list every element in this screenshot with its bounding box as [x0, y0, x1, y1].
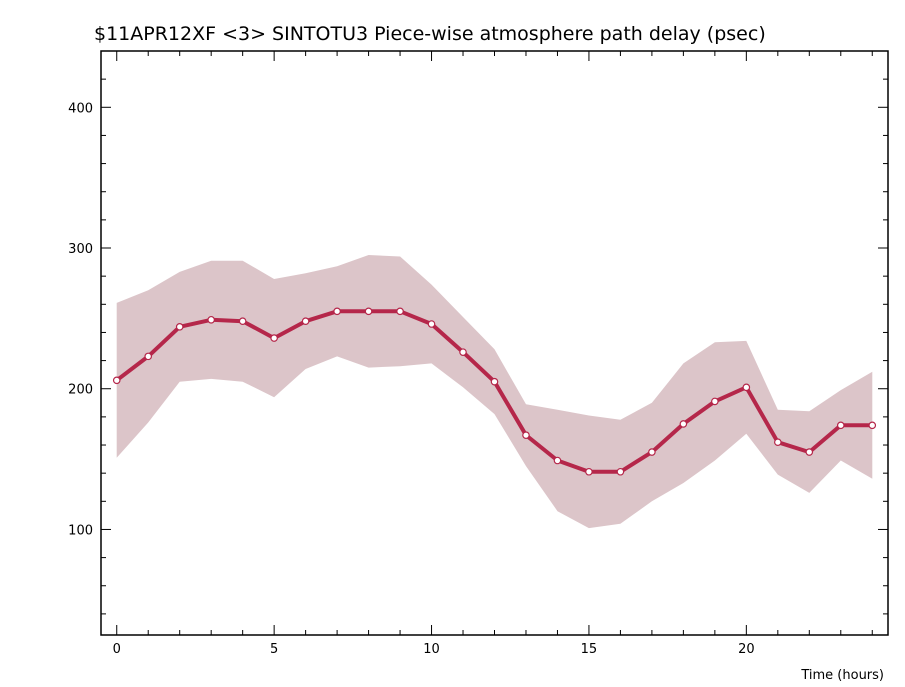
axis-ticks [101, 50, 888, 635]
data-point [238, 317, 247, 325]
data-point [742, 383, 751, 392]
error-band [116, 255, 873, 529]
data-point [112, 376, 121, 385]
data-point [144, 352, 153, 361]
data-point [333, 307, 341, 316]
series-markers [112, 307, 877, 476]
data-point [679, 420, 688, 428]
y-tick-label: 200 [68, 383, 93, 398]
data-point [522, 431, 530, 439]
chart-title: $11APR12XF <3> SINTOTU3 Piece-wise atmos… [94, 23, 766, 45]
x-tick-label: 5 [270, 642, 278, 657]
data-point [585, 467, 593, 476]
data-point [427, 320, 436, 328]
data-point [364, 307, 373, 316]
data-point [616, 467, 625, 476]
data-point [270, 334, 278, 342]
band-area [116, 255, 873, 529]
data-point [805, 448, 814, 456]
x-tick-label: 20 [738, 642, 755, 657]
data-point [868, 421, 877, 430]
y-tick-label: 300 [68, 242, 93, 257]
data-point [396, 307, 404, 316]
data-point [836, 421, 845, 430]
data-point [490, 377, 499, 386]
data-point [459, 348, 467, 356]
data-point [175, 323, 184, 331]
data-point [774, 438, 782, 447]
x-tick-label: 15 [581, 642, 598, 657]
data-point [301, 317, 310, 325]
data-point [207, 315, 215, 324]
x-tick-label: 10 [423, 642, 440, 657]
x-axis-label: Time (hours) [800, 668, 884, 683]
y-tick-label: 400 [68, 101, 93, 116]
data-point [648, 448, 656, 456]
y-tick-label: 100 [68, 523, 93, 538]
data-point [553, 456, 562, 465]
x-tick-label: 0 [113, 642, 121, 657]
tick-labels: 0 5 10 15 20 100 200 300 400 [68, 101, 754, 657]
data-point [711, 397, 719, 406]
